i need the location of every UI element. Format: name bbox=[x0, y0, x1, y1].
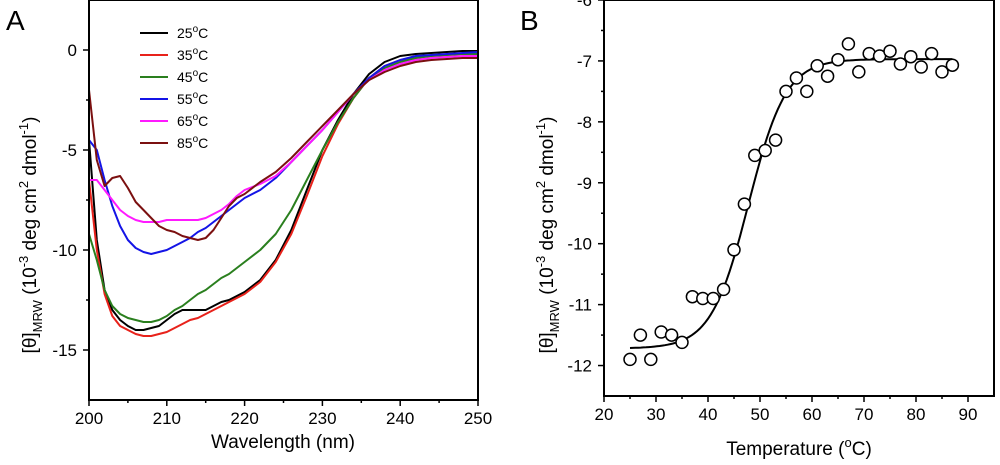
panel-b-point bbox=[727, 243, 741, 257]
panel-a-series-65 bbox=[88, 55, 479, 223]
panel-a-xtick-label: 220 bbox=[230, 409, 258, 428]
panel-b-xtick-label: 40 bbox=[699, 405, 718, 424]
legend-label: 65oC bbox=[177, 112, 208, 129]
panel-b-ytick-label: -9 bbox=[577, 174, 592, 193]
panel-b-point bbox=[706, 291, 720, 306]
legend-entry-65: 65oC bbox=[140, 112, 208, 129]
panel-b-point bbox=[935, 65, 949, 79]
panel-a-series-45 bbox=[88, 53, 479, 323]
panel-a-ytick-label: -5 bbox=[62, 141, 77, 160]
panel-a-series-35 bbox=[88, 53, 479, 337]
panel-b-point bbox=[945, 58, 960, 72]
panel-b-point bbox=[841, 37, 856, 51]
panel-b-point bbox=[800, 84, 814, 99]
panel-b-point bbox=[810, 59, 824, 73]
panel-a-ytick-label: -10 bbox=[52, 241, 77, 260]
panel-b-xtick-label: 20 bbox=[595, 405, 614, 424]
panel-a: A [θ]MRW (10-3 deg cm2 dmol-1) Wavelengt… bbox=[6, 0, 492, 453]
panel-a-series-85 bbox=[88, 57, 479, 241]
panel-a-ticks: 200 210 220 230 240 250 0 -5 -10 -15 bbox=[52, 41, 492, 428]
panel-a-xtick-label: 210 bbox=[153, 409, 181, 428]
panel-b-xtick-label: 70 bbox=[855, 405, 874, 424]
legend-entry-85: 85oC bbox=[140, 134, 208, 151]
panel-a-xtick-label: 200 bbox=[75, 409, 103, 428]
panel-b-ytick-label: -6 bbox=[577, 0, 592, 10]
panel-b-point bbox=[716, 282, 731, 297]
panel-b-point bbox=[883, 44, 897, 58]
panel-b-letter: B bbox=[520, 5, 539, 36]
panel-b-xtick-label: 80 bbox=[907, 405, 926, 424]
panel-a-frame bbox=[88, 0, 479, 401]
panel-b-point bbox=[820, 69, 835, 83]
panel-b-frame bbox=[603, 0, 995, 397]
legend-label: 85oC bbox=[177, 134, 208, 151]
legend-entry-45: 45oC bbox=[140, 68, 208, 85]
panel-b-ytick-label: -10 bbox=[567, 235, 592, 254]
panel-b-xtick-label: 90 bbox=[959, 405, 978, 424]
panel-b-ytick-label: -7 bbox=[577, 52, 592, 71]
panel-b-point bbox=[675, 335, 689, 350]
panel-b-point bbox=[779, 84, 793, 99]
panel-b-ticks: 20 30 40 50 60 70 80 90 -6 -7 -8 -9 -10 -11 -12 bbox=[567, 0, 977, 424]
panel-b-ylabel: [θ]MRW (10-3 deg cm2 dmol-1) bbox=[533, 117, 562, 354]
panel-b-point bbox=[789, 71, 804, 85]
legend-label: 35oC bbox=[177, 46, 208, 63]
panel-a-ytick-label: 0 bbox=[68, 41, 77, 60]
panel-b-fit-curve bbox=[629, 58, 953, 349]
panel-b-xtick-label: 50 bbox=[751, 405, 770, 424]
panel-b-point bbox=[904, 49, 918, 64]
panel-b-point bbox=[831, 52, 845, 67]
panel-a-xtick-label: 240 bbox=[386, 409, 414, 428]
panel-b-point bbox=[758, 143, 772, 158]
panel-a-series-25 bbox=[88, 50, 479, 331]
panel-b: B [θ]MRW (10-3 deg cm2 dmol-1) Temperatu… bbox=[520, 0, 995, 460]
panel-b-point bbox=[633, 328, 648, 342]
legend-entry-35: 35oC bbox=[140, 46, 208, 63]
legend-label: 25oC bbox=[177, 24, 208, 41]
panel-a-xtick-label: 230 bbox=[308, 409, 336, 428]
panel-b-xlabel: Temperature (oC) bbox=[726, 435, 872, 460]
panel-b-points bbox=[623, 37, 960, 367]
panel-b-point bbox=[623, 352, 637, 367]
panel-b-xtick-label: 30 bbox=[647, 405, 666, 424]
panel-b-ytick-label: -8 bbox=[577, 113, 592, 132]
panel-a-ytick-label: -15 bbox=[52, 341, 77, 360]
panel-b-point bbox=[852, 65, 866, 79]
legend-entry-55: 55oC bbox=[140, 90, 208, 107]
panel-b-ytick-label: -11 bbox=[569, 296, 592, 315]
panel-b-point bbox=[893, 57, 908, 71]
panel-b-xtick-label: 60 bbox=[803, 405, 822, 424]
panel-b-point bbox=[664, 328, 679, 342]
panel-b-point bbox=[737, 197, 752, 211]
panel-a-ylabel: [θ]MRW (10-3 deg cm2 dmol-1) bbox=[16, 117, 45, 354]
panel-a-xlabel: Wavelength (nm) bbox=[211, 432, 355, 453]
panel-a-legend: 25oC 35oC 45oC 55oC 65oC 85oC bbox=[140, 24, 208, 151]
legend-label: 55oC bbox=[177, 90, 208, 107]
panel-b-point bbox=[914, 60, 928, 74]
panel-b-ytick-label: -12 bbox=[567, 357, 592, 376]
panel-b-point bbox=[768, 133, 783, 147]
legend-label: 45oC bbox=[177, 68, 208, 85]
panel-b-point bbox=[644, 352, 658, 367]
panel-a-letter: A bbox=[6, 5, 25, 36]
legend-entry-25: 25oC bbox=[140, 24, 208, 41]
panel-b-point bbox=[924, 46, 939, 61]
panel-b-fit bbox=[629, 58, 953, 349]
panel-a-xtick-label: 250 bbox=[464, 409, 492, 428]
panel-a-curves bbox=[88, 50, 479, 337]
